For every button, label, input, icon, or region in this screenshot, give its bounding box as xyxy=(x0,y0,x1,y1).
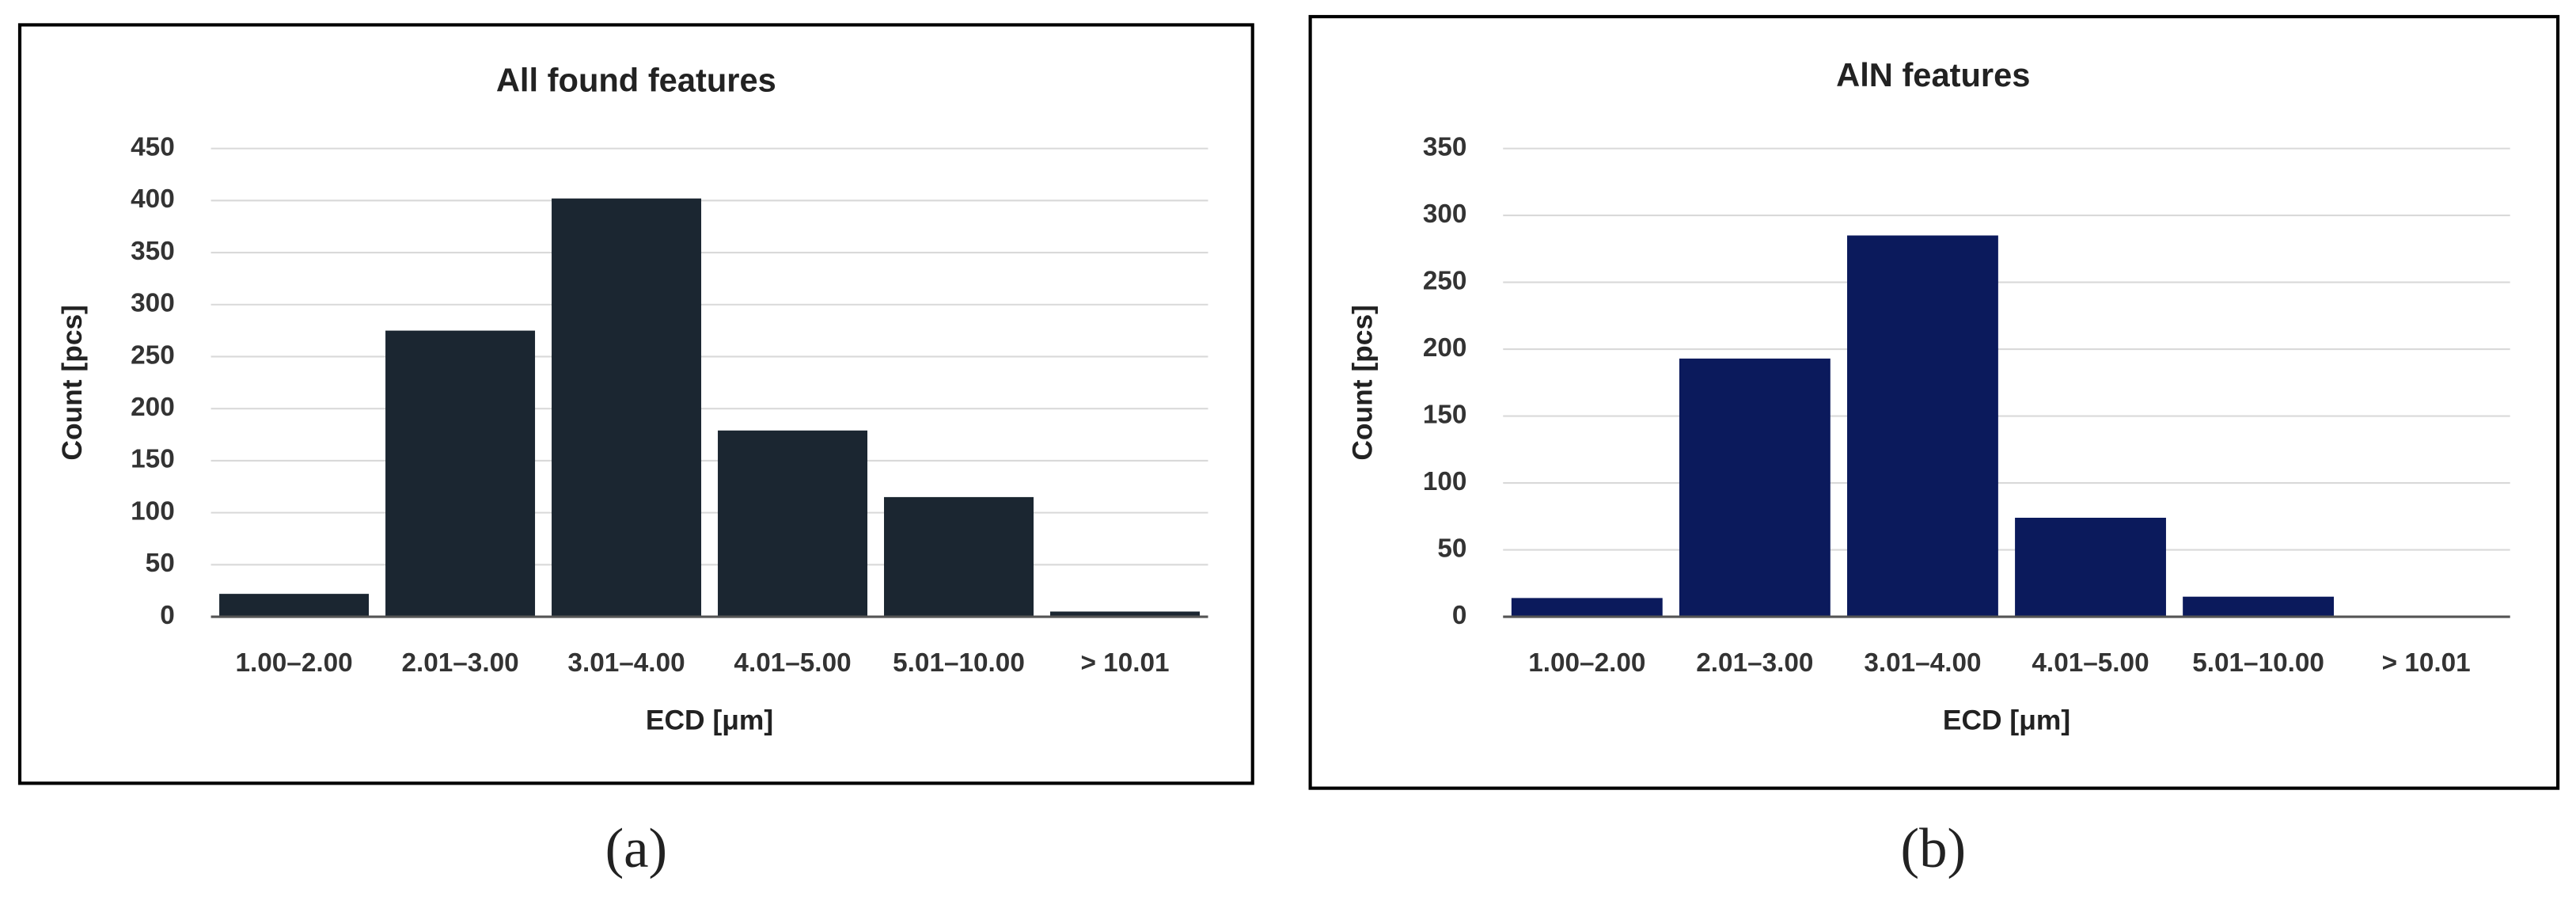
bar xyxy=(2015,517,2166,618)
x-tick-label: 4.01–5.00 xyxy=(2032,648,2149,678)
panel-frame xyxy=(1308,14,2560,790)
y-tick-label: 100 xyxy=(131,496,175,526)
panel-frame xyxy=(17,23,1254,785)
x-axis-title: ECD [μm] xyxy=(646,705,773,736)
bar xyxy=(1511,598,1663,618)
bar xyxy=(1679,358,1831,618)
y-tick-label: 100 xyxy=(1423,467,1467,496)
y-tick-label: 200 xyxy=(131,393,175,422)
x-tick-label: 2.01–3.00 xyxy=(401,648,518,678)
x-tick-label: 1.00–2.00 xyxy=(235,648,352,678)
y-tick-label: 450 xyxy=(131,132,175,162)
y-tick-label: 250 xyxy=(1423,266,1467,295)
y-tick-label: 300 xyxy=(131,289,175,318)
y-axis-title: Count [pcs] xyxy=(56,305,88,461)
chart-title: AlN features xyxy=(1836,56,2030,93)
x-tick-label: 5.01–10.00 xyxy=(2192,648,2324,678)
x-tick-label: 3.01–4.00 xyxy=(1864,648,1981,678)
y-axis-title: Count [pcs] xyxy=(1347,305,1379,461)
bar xyxy=(385,330,536,618)
x-tick-label: 5.01–10.00 xyxy=(893,648,1025,678)
bar xyxy=(884,496,1034,618)
y-tick-label: 150 xyxy=(131,445,175,474)
bar xyxy=(552,198,702,618)
x-tick-label: 1.00–2.00 xyxy=(1528,648,1645,678)
bar xyxy=(1050,611,1200,618)
bar xyxy=(718,430,868,618)
x-tick-label: 3.01–4.00 xyxy=(567,648,685,678)
y-tick-label: 0 xyxy=(160,601,175,630)
bar xyxy=(219,594,370,618)
y-tick-label: 50 xyxy=(146,549,175,578)
y-tick-label: 400 xyxy=(131,184,175,214)
y-tick-label: 250 xyxy=(131,340,175,370)
bar xyxy=(2183,596,2335,618)
y-tick-label: 350 xyxy=(1423,132,1467,162)
x-tick-label: 2.01–3.00 xyxy=(1696,648,1813,678)
x-tick-label: 4.01–5.00 xyxy=(734,648,851,678)
y-tick-label: 150 xyxy=(1423,400,1467,429)
chart-title: All found features xyxy=(496,61,776,98)
y-tick-label: 50 xyxy=(1437,534,1466,563)
y-tick-label: 0 xyxy=(1452,601,1467,630)
y-tick-label: 200 xyxy=(1423,333,1467,363)
x-tick-label: > 10.01 xyxy=(1080,648,1169,678)
bar xyxy=(1847,235,1998,618)
panel-label: (a) xyxy=(605,818,668,880)
x-axis-title: ECD [μm] xyxy=(1943,705,2070,736)
x-tick-label: > 10.01 xyxy=(2382,648,2471,678)
panel-label: (b) xyxy=(1901,818,1967,880)
y-tick-label: 300 xyxy=(1423,200,1467,229)
y-tick-label: 350 xyxy=(131,237,175,266)
